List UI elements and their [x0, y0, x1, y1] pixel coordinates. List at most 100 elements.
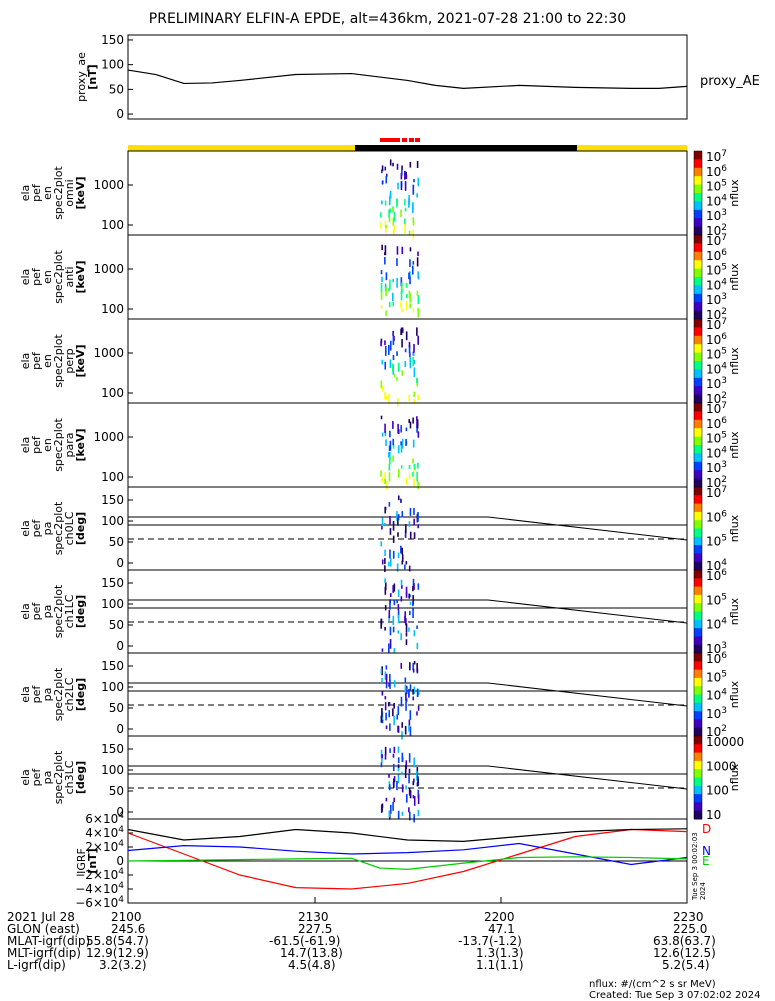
- omni-data-cell: [400, 209, 402, 218]
- anti-colorbar-tick-label: 106: [706, 248, 727, 263]
- ch0LC-colorbar-label-text: nflux: [728, 514, 741, 542]
- anti-data-cell: [417, 295, 420, 304]
- para-data-cell: [389, 430, 391, 438]
- ch2LC-data-cell: [400, 662, 403, 669]
- ch2LC-colorbar-cell: [694, 715, 702, 718]
- ch2LC-colorbar-cell: [694, 704, 702, 708]
- ch2LC-colorbar-cell: [694, 684, 702, 687]
- ch2LC-data-cell: [405, 685, 408, 694]
- ch3LC-colorbar-cell: [694, 762, 702, 766]
- para-colorbar-cell: [694, 455, 702, 459]
- para-colorbar-cell: [694, 451, 702, 454]
- anti-data-cell: [400, 291, 403, 301]
- ch1LC-colorbar-cell: [694, 642, 702, 646]
- anti-colorbar-cell: [694, 281, 702, 284]
- omni-colorbar-cell: [694, 203, 702, 207]
- ch0LC-colorbar-cell: [694, 499, 702, 503]
- grf-ytick-label: 6×104: [85, 811, 124, 826]
- xaxis-time-2230: 2230: [673, 910, 704, 924]
- ch0LC-data-cell: [381, 517, 384, 526]
- ch3LC-data-cell: [392, 763, 395, 772]
- anti-colorbar-cell: [694, 243, 702, 246]
- ch0LC-colorbar-cell: [694, 551, 702, 554]
- para-colorbar-cell: [694, 421, 702, 425]
- para-data-cell: [408, 465, 411, 470]
- grf-legend-N: N: [702, 844, 711, 858]
- ch2LC-colorbar-cell: [694, 669, 702, 673]
- anti-colorbar-cell: [694, 245, 702, 249]
- ch0LC-colorbar-tick-label: 106: [706, 509, 727, 524]
- ch2LC-data-cell: [404, 677, 407, 684]
- ch1LC-colorbar-cell: [694, 570, 702, 573]
- anti-data-cell: [380, 290, 383, 300]
- omni-data-cell: [392, 217, 395, 226]
- ch3LC-colorbar-cell: [694, 810, 702, 814]
- para-colorbar-label: nflux: [728, 431, 741, 459]
- anti-colorbar-tick-label: 104: [706, 277, 727, 292]
- para-ylabel-line: para: [63, 433, 76, 458]
- perp-data-cell: [416, 378, 418, 384]
- anti-data-cell: [392, 301, 395, 307]
- ch3LC-data-cell: [397, 746, 400, 753]
- para-data-cell: [412, 458, 414, 464]
- omni-colorbar-cell: [694, 151, 702, 154]
- ch0LC-data-cell: [380, 541, 383, 547]
- ch0LC-colorbar-cell: [694, 540, 702, 544]
- ch3LC-colorbar-cell: [694, 760, 702, 764]
- para-colorbar-cell: [694, 426, 702, 429]
- omni-data-cell: [404, 207, 407, 212]
- ch1LC-data-cell: [413, 583, 415, 590]
- ch0LC-colorbar-cell: [694, 565, 702, 569]
- proxy-ae-ylabel-line: proxy_ae: [75, 52, 88, 102]
- para-data-cell: [412, 472, 414, 477]
- omni-colorbar-cell: [694, 163, 702, 167]
- para-colorbar-cell: [694, 466, 702, 469]
- para-ylabel-line: [keV]: [74, 428, 87, 461]
- para-colorbar-cell: [694, 470, 702, 473]
- anti-data-cell: [409, 292, 411, 303]
- ch3LC-data-cell: [397, 765, 400, 772]
- omni-colorbar-cell: [694, 220, 702, 223]
- science-zone-mark: [380, 138, 400, 142]
- anti-data-cell: [400, 301, 402, 308]
- para-data-cell: [400, 444, 403, 453]
- ch2LC-colorbar-cell: [694, 731, 702, 735]
- ch0LC-colorbar-cell: [694, 555, 702, 559]
- ch2LC-data-cell: [380, 715, 383, 723]
- anti-data-cell: [409, 303, 411, 309]
- anti-colorbar-cell: [694, 304, 702, 307]
- ch3LC-colorbar-cell: [694, 785, 702, 789]
- ch1LC-colorbar-cell: [694, 607, 702, 610]
- para-colorbar-cell: [694, 445, 702, 448]
- ch1LC-colorbar-cell: [694, 578, 702, 581]
- perp-colorbar-cell: [694, 335, 702, 339]
- ch0LC-ytick-label: 100: [101, 514, 124, 528]
- para-colorbar-cell: [694, 480, 702, 484]
- ch3LC-colorbar-cell: [694, 771, 702, 774]
- ch1LC-data-cell: [389, 639, 392, 649]
- ch1LC-ylabel-line: ch1LC: [63, 594, 76, 628]
- para-data-cell: [389, 451, 391, 460]
- ch0LC-colorbar-cell: [694, 563, 702, 567]
- ch2LC-data-cell: [412, 688, 414, 695]
- perp-colorbar-cell: [694, 396, 702, 400]
- ch0LC-data-cell: [388, 561, 390, 567]
- science-zone-mark: [409, 138, 414, 142]
- para-data-cell: [413, 464, 416, 471]
- ch0LC-data-cell: [401, 511, 404, 518]
- para-data-cell: [400, 465, 403, 469]
- omni-ylabel-line: en: [41, 186, 54, 200]
- omni-data-cell: [385, 173, 388, 177]
- para-data-cell: [413, 478, 415, 487]
- ch0LC-antiloss-line: [128, 516, 688, 541]
- ch3LC-data-cell: [393, 797, 395, 802]
- ch2LC-colorbar-tick-label: 104: [706, 688, 727, 703]
- perp-data-cell: [404, 348, 407, 353]
- ch3LC-colorbar-cell: [694, 802, 702, 805]
- ch0LC-colorbar-cell: [694, 538, 702, 542]
- ch0LC-data-cell: [384, 565, 386, 572]
- ch3LC-colorbar-cell: [694, 796, 702, 799]
- anti-data-cell: [384, 245, 387, 256]
- anti-data-cell: [392, 292, 394, 302]
